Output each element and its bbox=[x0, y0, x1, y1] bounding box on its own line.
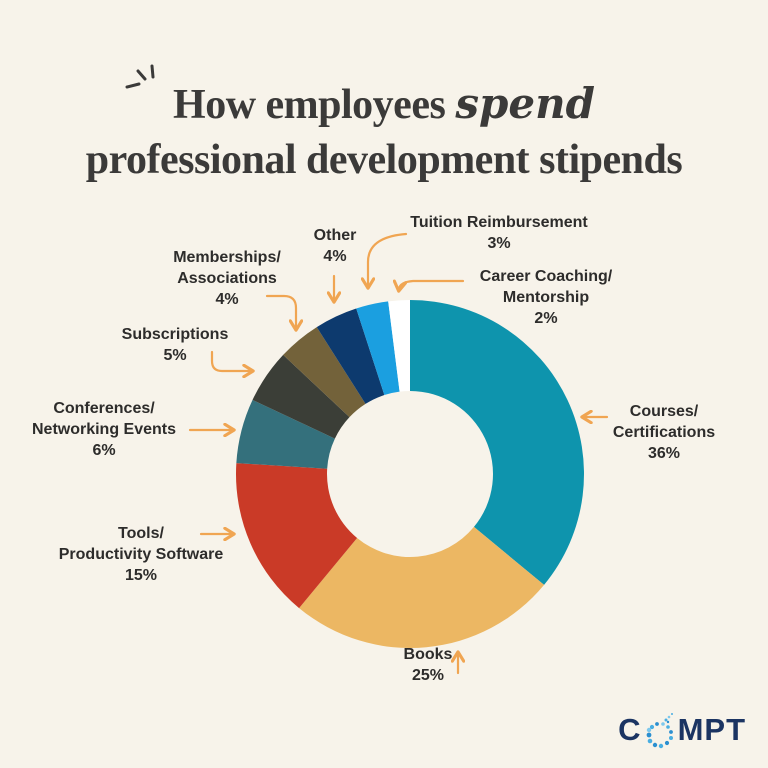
arrow-tuition-reimbursement bbox=[368, 232, 408, 286]
slice-books bbox=[299, 526, 545, 648]
arrow-career-coaching-mentorship bbox=[399, 281, 465, 289]
title-script-word: spend bbox=[455, 79, 595, 128]
label-text: Associations bbox=[177, 270, 277, 287]
title-line-2: professional development stipends bbox=[85, 137, 683, 183]
callout-arrows bbox=[188, 232, 609, 675]
label-pct: 36% bbox=[647, 445, 681, 462]
slice-label-conferences-networking-events: Conferences/Networking Events 6% bbox=[32, 398, 176, 461]
label-pct: 4% bbox=[323, 248, 347, 265]
slice-conferences-networking-events bbox=[236, 399, 335, 469]
label-pct: 25% bbox=[411, 667, 445, 684]
label-text: Books bbox=[403, 646, 453, 663]
page-title: How employees spend professional develop… bbox=[0, 76, 768, 188]
slice-label-tools-productivity-software: Tools/Productivity Software 15% bbox=[59, 523, 223, 586]
arrow-memberships-associations bbox=[265, 294, 296, 328]
label-text: Memberships/ bbox=[173, 249, 281, 266]
slice-career-coaching-mentorship bbox=[388, 300, 410, 392]
slice-courses-certifications bbox=[410, 300, 584, 585]
label-pct: 4% bbox=[215, 291, 239, 308]
label-pct: 5% bbox=[163, 347, 187, 364]
label-text: Conferences/ bbox=[53, 400, 155, 417]
title-line-1: How employees spend bbox=[0, 76, 768, 133]
label-text: Other bbox=[313, 227, 357, 244]
donut-slices bbox=[236, 300, 584, 648]
slice-label-courses-certifications: Courses/Certifications 36% bbox=[613, 401, 715, 464]
slice-subscriptions bbox=[252, 354, 350, 439]
logo-text-mpt: MPT bbox=[677, 712, 746, 747]
label-pct: 2% bbox=[534, 310, 558, 327]
label-text: Mentorship bbox=[502, 289, 590, 306]
label-pct: 15% bbox=[124, 567, 158, 584]
compt-logo: C MPT bbox=[618, 712, 746, 749]
slice-tools-productivity-software bbox=[236, 463, 358, 609]
slice-memberships-associations bbox=[283, 327, 366, 418]
logo-o-icon bbox=[646, 713, 673, 749]
label-text: Career Coaching/ bbox=[479, 268, 613, 285]
label-text: Tools/ bbox=[118, 525, 164, 542]
slice-label-subscriptions: Subscriptions 5% bbox=[122, 324, 229, 366]
title-line-1-text: How employees bbox=[173, 82, 446, 128]
slice-label-books: Books 25% bbox=[404, 644, 453, 686]
slice-label-memberships-associations: Memberships/Associations 4% bbox=[173, 247, 281, 310]
label-text: Certifications bbox=[612, 424, 716, 441]
logo-text-c: C bbox=[618, 712, 642, 747]
sparkle-icon bbox=[125, 64, 155, 89]
label-text: Networking Events bbox=[31, 421, 177, 438]
label-text: Productivity Software bbox=[58, 546, 224, 563]
label-pct: 6% bbox=[92, 442, 116, 459]
slice-tuition-reimbursement bbox=[356, 301, 400, 396]
label-text: Courses/ bbox=[629, 403, 699, 420]
label-text: Subscriptions bbox=[121, 326, 229, 343]
slice-label-tuition-reimbursement: Tuition Reimbursement 3% bbox=[410, 212, 588, 254]
label-text: Tuition Reimbursement bbox=[410, 214, 588, 231]
slice-other bbox=[316, 308, 385, 404]
label-pct: 3% bbox=[487, 235, 511, 252]
slice-label-career-coaching-mentorship: Career Coaching/Mentorship 2% bbox=[480, 266, 612, 329]
slice-label-other: Other 4% bbox=[314, 225, 357, 267]
arrow-subscriptions bbox=[210, 350, 251, 371]
